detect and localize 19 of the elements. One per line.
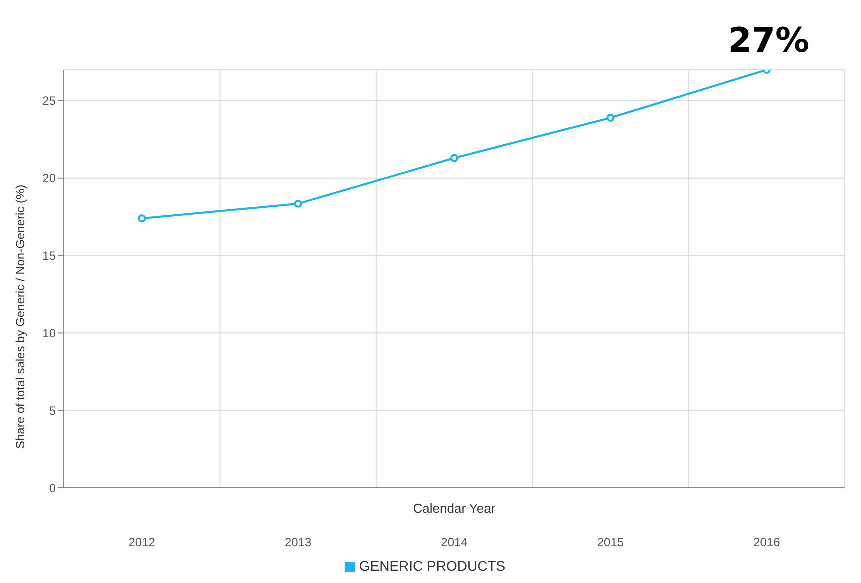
y-tick-label: 20 (42, 172, 56, 186)
y-tick-label: 25 (42, 94, 56, 108)
legend-label: GENERIC PRODUCTS (359, 558, 506, 574)
y-tick-label: 5 (49, 404, 56, 418)
x-tick-label: 2012 (128, 536, 156, 550)
point (138, 214, 146, 223)
y-tick-label: 10 (42, 326, 56, 340)
y-tick-label: 0 (49, 481, 56, 496)
point (294, 200, 302, 208)
x-tick-label: 2015 (597, 536, 624, 550)
y-axis-title: Share of total sales by Generic / Non-Generic (%) (13, 184, 28, 449)
point (450, 154, 458, 162)
x-axis-title: Calendar Year (413, 501, 496, 516)
y-tick-label: 15 (42, 249, 56, 264)
x-tick-label: 2013 (284, 536, 312, 550)
x-tick-label: 2014 (441, 536, 468, 550)
annotation: 27% (728, 21, 810, 61)
point (606, 114, 615, 122)
x-tick-label: 2016 (754, 536, 781, 550)
